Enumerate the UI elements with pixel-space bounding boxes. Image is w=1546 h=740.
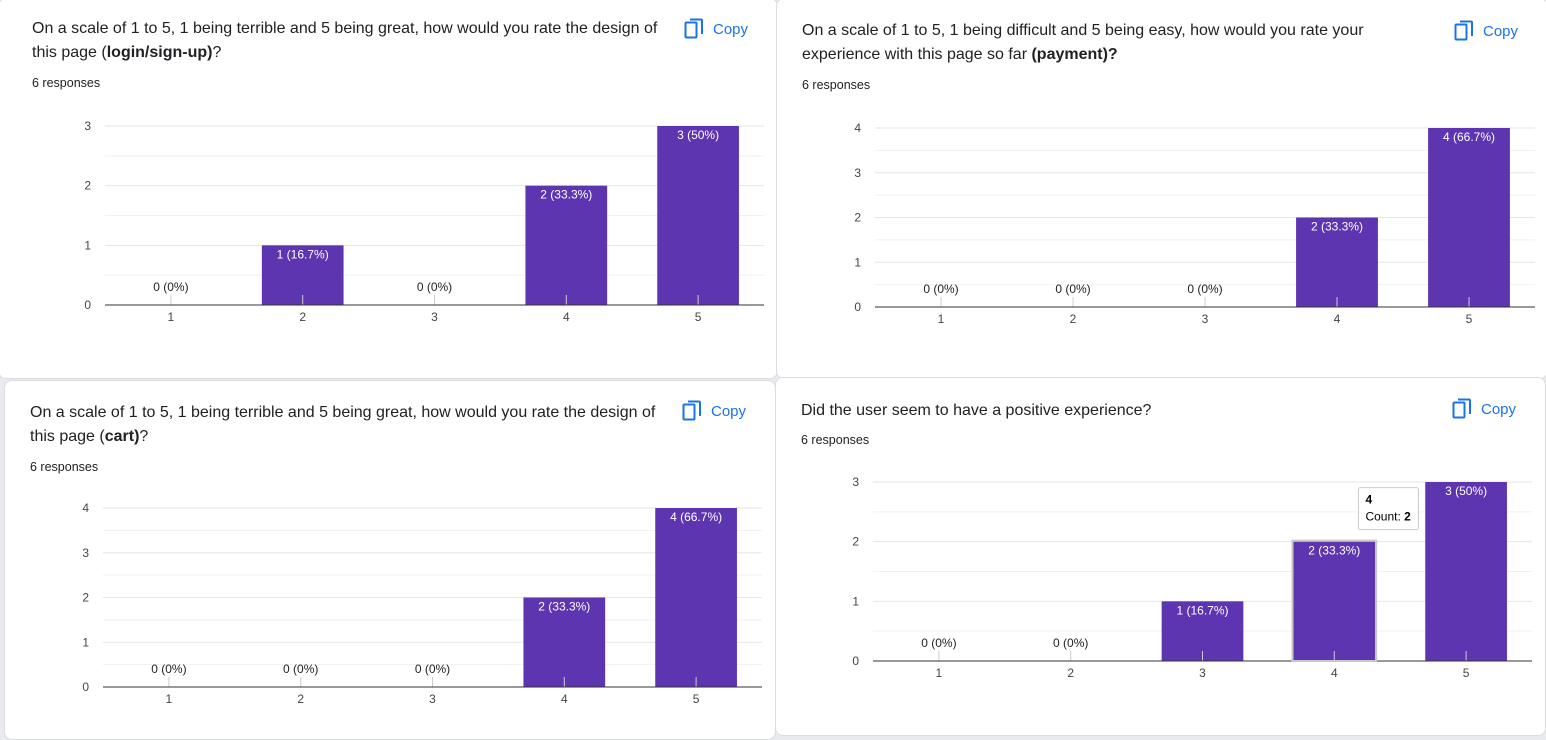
x-tick-label: 2	[299, 310, 306, 324]
x-tick-label: 3	[1202, 312, 1209, 326]
bar	[1293, 541, 1376, 661]
x-tick-label: 1	[936, 666, 943, 680]
copy-button[interactable]: Copy	[682, 397, 746, 425]
data-label: 2 (33.3%)	[1311, 220, 1363, 234]
x-tick-label: 3	[1199, 666, 1206, 680]
data-label: 0 (0%)	[923, 282, 958, 296]
y-tick-label: 1	[82, 635, 89, 649]
copy-icon	[1452, 398, 1471, 419]
bar	[1296, 217, 1378, 307]
x-tick-label: 4	[1334, 312, 1341, 326]
response-count: 6 responses	[32, 76, 101, 90]
question-title: On a scale of 1 to 5, 1 being terrible a…	[32, 20, 658, 61]
y-tick-label: 1	[84, 238, 91, 252]
copy-label: Copy	[1483, 22, 1519, 40]
x-tick-label: 5	[693, 692, 700, 706]
data-label: 0 (0%)	[921, 636, 956, 650]
question-title: Did the user seem to have a positive exp…	[801, 402, 1152, 419]
tooltip-title: 4	[1365, 493, 1372, 507]
data-label: 3 (50%)	[1445, 484, 1487, 498]
x-tick-label: 4	[563, 310, 570, 324]
copy-label: Copy	[711, 402, 747, 420]
data-label: 3 (50%)	[677, 128, 719, 142]
bar-chart: 0 1 2 3 0 (0%) 1 0 (0%) 2 1 (16.7%) 3 2 (33.3%) 4 3 …	[852, 475, 1532, 680]
bar	[1428, 128, 1510, 307]
x-tick-label: 1	[938, 312, 945, 326]
data-label: 2 (33.3%)	[540, 188, 592, 202]
x-tick-label: 5	[1463, 666, 1470, 680]
tooltip-box	[1357, 487, 1419, 531]
x-tick-label: 5	[695, 310, 702, 324]
y-tick-label: 3	[852, 475, 859, 489]
data-label: 4 (66.7%)	[670, 510, 722, 524]
data-label: 0 (0%)	[1187, 282, 1222, 296]
bar-chart: 0 1 2 3 4 0 (0%) 1 0 (0%) 2 0 (0%) 3 2 (33.3%) 4 4 (6…	[82, 501, 762, 706]
y-tick-label: 1	[852, 594, 859, 608]
x-tick-label: 2	[297, 692, 304, 706]
y-tick-label: 4	[82, 501, 89, 515]
chart-card-login: On a scale of 1 to 5, 1 being terrible a…	[0, 0, 778, 379]
bar	[1425, 482, 1507, 661]
y-tick-label: 2	[84, 179, 91, 193]
copy-label: Copy	[713, 20, 749, 38]
response-count: 6 responses	[801, 433, 870, 447]
y-tick-label: 0	[82, 680, 89, 694]
y-tick-label: 3	[82, 546, 89, 560]
y-tick-label: 0	[854, 300, 861, 314]
x-tick-label: 1	[166, 692, 173, 706]
data-label: 0 (0%)	[1053, 636, 1088, 650]
copy-button[interactable]: Copy	[1454, 17, 1518, 45]
x-tick-label: 3	[429, 692, 436, 706]
data-label: 2 (33.3%)	[538, 600, 590, 614]
x-tick-label: 2	[1067, 666, 1074, 680]
copy-label: Copy	[1481, 400, 1517, 418]
copy-button[interactable]: Copy	[1452, 395, 1516, 423]
bar	[523, 597, 606, 687]
chart-card-cart: On a scale of 1 to 5, 1 being terrible a…	[4, 380, 776, 740]
data-label: 0 (0%)	[415, 662, 450, 676]
y-tick-label: 4	[854, 121, 861, 135]
x-tick-label: 2	[1070, 312, 1077, 326]
data-label: 1 (16.7%)	[277, 247, 329, 261]
bar	[657, 126, 739, 305]
data-label: 0 (0%)	[153, 280, 188, 294]
y-tick-label: 0	[852, 654, 859, 668]
question-title: On a scale of 1 to 5, 1 being terrible a…	[30, 404, 656, 445]
bar	[655, 508, 737, 687]
y-tick-label: 2	[82, 591, 89, 605]
y-tick-label: 1	[854, 255, 861, 269]
x-tick-label: 4	[561, 692, 568, 706]
data-label: 2 (33.3%)	[1308, 544, 1360, 558]
chart-card-payment: On a scale of 1 to 5, 1 being difficult …	[776, 0, 1546, 379]
copy-icon	[682, 400, 701, 421]
y-tick-label: 0	[84, 298, 91, 312]
y-tick-label: 3	[854, 166, 861, 180]
chart-card-experience: Did the user seem to have a positive exp…	[775, 377, 1546, 736]
bar-chart: 0 1 2 3 0 (0%) 1 1 (16.7%) 2 0 (0%) 3 2 (33.3%) 4 3 …	[84, 119, 764, 324]
y-tick-label: 2	[852, 535, 859, 549]
y-tick-label: 2	[854, 211, 861, 225]
x-tick-label: 3	[431, 310, 438, 324]
bar-chart: 0 1 2 3 4 0 (0%) 1 0 (0%) 2 0 (0%) 3 2 (33.3%) 4 4 (6…	[854, 121, 1535, 326]
response-count: 6 responses	[30, 460, 99, 474]
response-count: 6 responses	[802, 78, 871, 92]
copy-button[interactable]: Copy	[684, 15, 748, 43]
data-label: 4 (66.7%)	[1443, 130, 1495, 144]
y-tick-label: 3	[84, 119, 91, 133]
data-label: 0 (0%)	[151, 662, 186, 676]
data-label: 1 (16.7%)	[1176, 603, 1228, 617]
question-title: On a scale of 1 to 5, 1 being difficult …	[802, 22, 1364, 63]
x-tick-label: 4	[1331, 666, 1338, 680]
copy-icon	[1454, 20, 1473, 41]
x-tick-label: 1	[168, 310, 175, 324]
tooltip-count: Count: 2	[1365, 510, 1411, 524]
copy-icon	[684, 18, 703, 39]
data-label: 0 (0%)	[417, 280, 452, 294]
data-label: 0 (0%)	[1055, 282, 1090, 296]
x-tick-label: 5	[1466, 312, 1473, 326]
bar	[525, 185, 608, 305]
data-label: 0 (0%)	[283, 662, 318, 676]
bar-hover-outline	[1291, 539, 1378, 663]
